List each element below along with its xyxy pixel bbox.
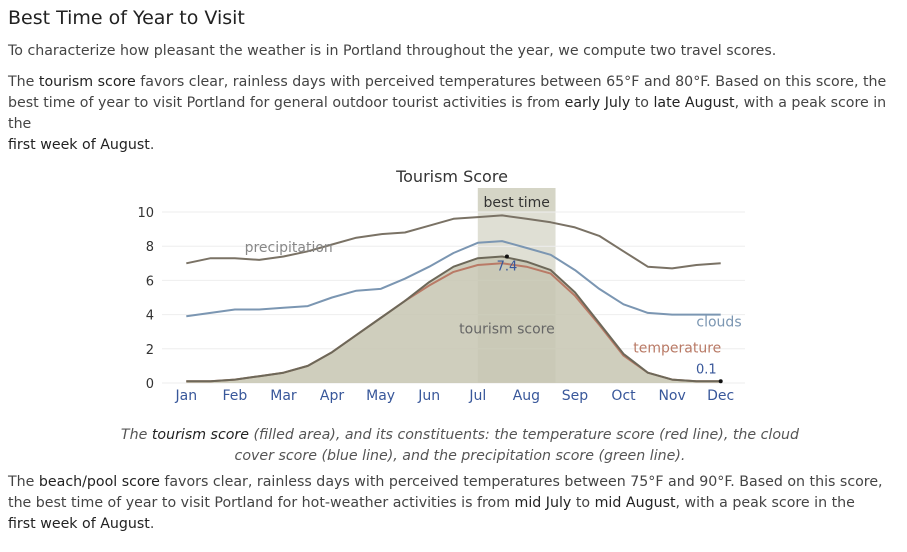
x-tick-aug: Aug [513,388,540,404]
tourism-score-line [186,255,721,383]
y-tick-10: 10 [137,206,154,221]
x-tick-nov: Nov [658,388,685,404]
tourism-score-term: tourism score [38,74,136,90]
beach-peak-date: first week of August [8,516,150,532]
annotation-label-1: 0.1 [696,362,717,377]
y-tick-0: 0 [146,377,154,392]
tourism-text-3: , with a peak score in the [8,95,887,132]
beach-start-date: mid July [514,495,572,511]
tourism-text-1: favors clear, rainless days with perceiv… [8,74,887,111]
annotation-point-1 [718,379,723,384]
x-tick-dec: Dec [707,388,734,404]
beach-text-1: favors clear, rainless days with perceiv… [8,474,883,511]
chart-title: Tourism Score [395,167,508,186]
x-tick-jan: Jan [174,388,197,404]
tourism-text-2: to [630,95,654,111]
beach-end-date: mid August [594,495,676,511]
precipitation-label: precipitation [245,240,333,256]
tourism-paragraph: The tourism score favors clear, rainless… [8,72,898,156]
clouds-label: clouds [696,315,741,331]
beach-text-0: The [8,474,39,490]
tourism-end-date: late August [653,95,735,111]
annotation-point-0 [504,254,509,259]
temperature-label: temperature [633,341,721,357]
x-tick-jun: Jun [417,388,440,404]
beach-text-4: . [149,516,155,532]
best-time-header [477,188,556,212]
x-tick-jul: Jul [468,388,486,404]
series-labels: precipitation clouds temperature tourism sc… [245,240,742,357]
tourism-peak-date: first week of August [8,137,150,153]
tourism-start-date: early July [564,95,631,111]
x-tick-sep: Sep [562,388,589,404]
x-tick-feb: Feb [222,388,247,404]
chart-caption: The tourism score (filled area), and its… [120,425,800,467]
y-tick-6: 6 [146,274,154,289]
caption-term: tourism score [151,427,249,444]
x-axis-ticks: Jan Feb Mar Apr May Jun Jul Aug Sep Oct Nov Dec [174,388,734,404]
annotations: 7.4 0.1 [497,254,723,384]
tourism-score-label: tourism score [459,321,555,337]
x-tick-apr: Apr [320,388,344,404]
tourism-chart: Tourism Score best time 0 2 4 6 8 10 Jan Feb Ma… [137,167,745,404]
beach-text-2: to [571,495,595,511]
x-tick-mar: Mar [270,388,297,404]
intro-paragraph: To characterize how pleasant the weather… [8,43,777,59]
annotation-label-0: 7.4 [497,259,518,274]
beach-text-3: , with a peak score in the [675,495,855,511]
tourism-area [186,256,721,383]
caption-text-1: (filled area), and its constituents: the… [234,427,800,465]
beach-score-term: beach/pool score [38,474,160,490]
series-lines-layer [186,214,721,383]
y-tick-8: 8 [146,240,154,255]
tourism-text-0: The [8,74,39,90]
tourism-text-4: . [149,137,155,153]
precipitation-line [186,214,721,270]
x-tick-may: May [366,388,395,404]
y-tick-4: 4 [146,309,154,324]
best-time-label: best time [483,195,549,211]
x-tick-oct: Oct [611,388,636,404]
tourism-area-layer [186,256,721,383]
caption-text-0: The [120,427,152,444]
beach-paragraph: The beach/pool score favors clear, rainl… [8,472,898,535]
clouds-line [186,240,721,318]
y-axis-ticks: 0 2 4 6 8 10 [137,206,154,392]
page-title: Best Time of Year to Visit [8,7,245,29]
y-tick-2: 2 [146,343,154,358]
